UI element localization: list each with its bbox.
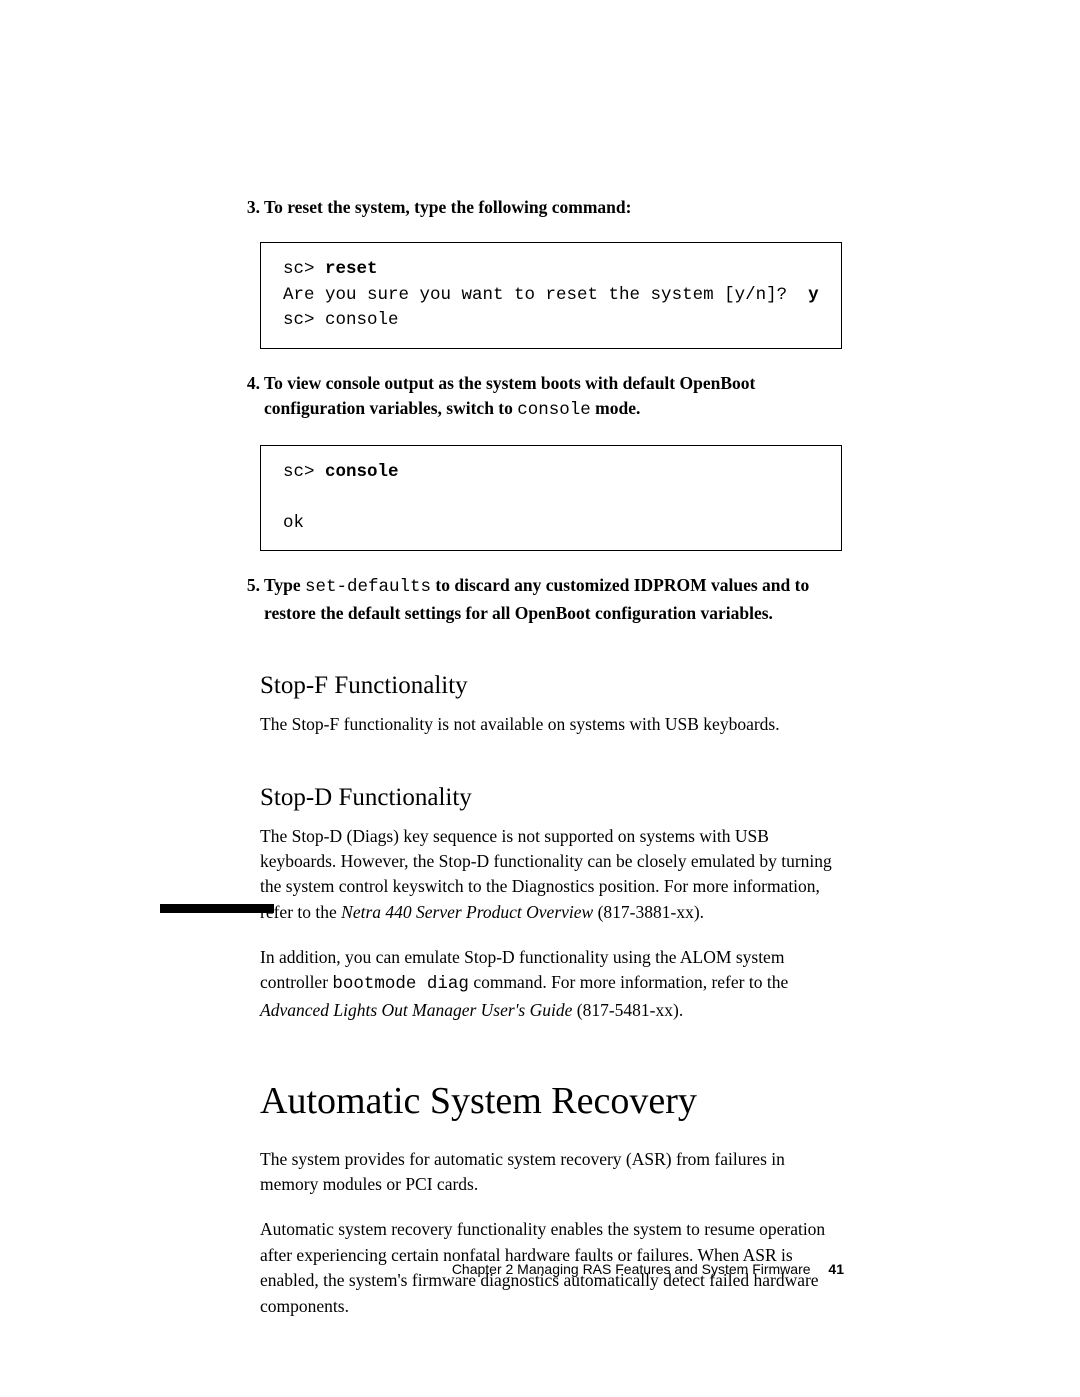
asr-paragraph-1: The system provides for automatic system… (260, 1147, 842, 1198)
stop-d-paragraph-1: The Stop-D (Diags) key sequence is not s… (260, 824, 842, 926)
stop-d-p2-code: bootmode diag (332, 974, 469, 994)
page: 3. To reset the system, type the followi… (0, 0, 1080, 1397)
content-column: 3. To reset the system, type the followi… (260, 195, 842, 1023)
heading-asr: Automatic System Recovery (260, 1079, 842, 1125)
step-4-code: console (517, 400, 591, 420)
stop-d-p2-italic: Advanced Lights Out Manager User's Guide (260, 1000, 572, 1020)
section-rule (160, 904, 274, 913)
step-4: 4. To view console output as the system … (260, 371, 842, 424)
heading-stop-d: Stop-D Functionality (260, 784, 842, 812)
step-3-number: 3. (240, 195, 264, 220)
footer-page-number: 41 (828, 1261, 844, 1277)
code-line: ok (283, 513, 304, 533)
step-5: 5. Type set-defaults to discard any cust… (260, 573, 842, 626)
stop-f-paragraph: The Stop-F functionality is not availabl… (260, 712, 842, 737)
step-5-text: Type set-defaults to discard any customi… (264, 573, 842, 626)
code-line: sc> console (283, 310, 399, 330)
codebox-reset: sc> reset Are you sure you want to reset… (260, 242, 842, 348)
step-5-number: 5. (240, 573, 264, 598)
stop-d-p2-post: (817-5481-xx). (572, 1000, 683, 1020)
stop-d-p2-mid: command. For more information, refer to … (469, 972, 788, 992)
step-4-number: 4. (240, 371, 264, 396)
code-line: sc> (283, 259, 325, 279)
footer-chapter: Chapter 2 Managing RAS Features and Syst… (452, 1261, 811, 1277)
code-bold: reset (325, 259, 378, 279)
codebox-console: sc> console ok (260, 445, 842, 551)
code-line: Are you sure you want to reset the syste… (283, 285, 808, 305)
step-3-text: To reset the system, type the following … (264, 195, 842, 220)
step-5-code: set-defaults (305, 577, 431, 597)
step-4-post: mode. (591, 398, 641, 418)
stop-d-paragraph-2: In addition, you can emulate Stop-D func… (260, 945, 842, 1023)
code-bold: y (808, 285, 819, 305)
heading-stop-f: Stop-F Functionality (260, 672, 842, 700)
stop-d-p1-italic: Netra 440 Server Product Overview (341, 902, 593, 922)
code-bold: console (325, 462, 399, 482)
step-5-pre: Type (264, 575, 305, 595)
step-5-head: 5. Type set-defaults to discard any cust… (240, 573, 842, 626)
step-3: 3. To reset the system, type the followi… (260, 195, 842, 220)
code-line: sc> (283, 462, 325, 482)
step-3-head: 3. To reset the system, type the followi… (240, 195, 842, 220)
step-4-text: To view console output as the system boo… (264, 371, 842, 424)
asr-section: Automatic System Recovery The system pro… (260, 1079, 842, 1319)
page-footer: Chapter 2 Managing RAS Features and Syst… (452, 1261, 844, 1277)
step-4-head: 4. To view console output as the system … (240, 371, 842, 424)
stop-d-p1-post: (817-3881-xx). (593, 902, 704, 922)
step-4-pre: To view console output as the system boo… (264, 373, 755, 418)
